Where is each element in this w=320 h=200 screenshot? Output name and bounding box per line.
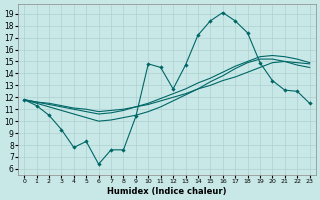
X-axis label: Humidex (Indice chaleur): Humidex (Indice chaleur) — [107, 187, 227, 196]
